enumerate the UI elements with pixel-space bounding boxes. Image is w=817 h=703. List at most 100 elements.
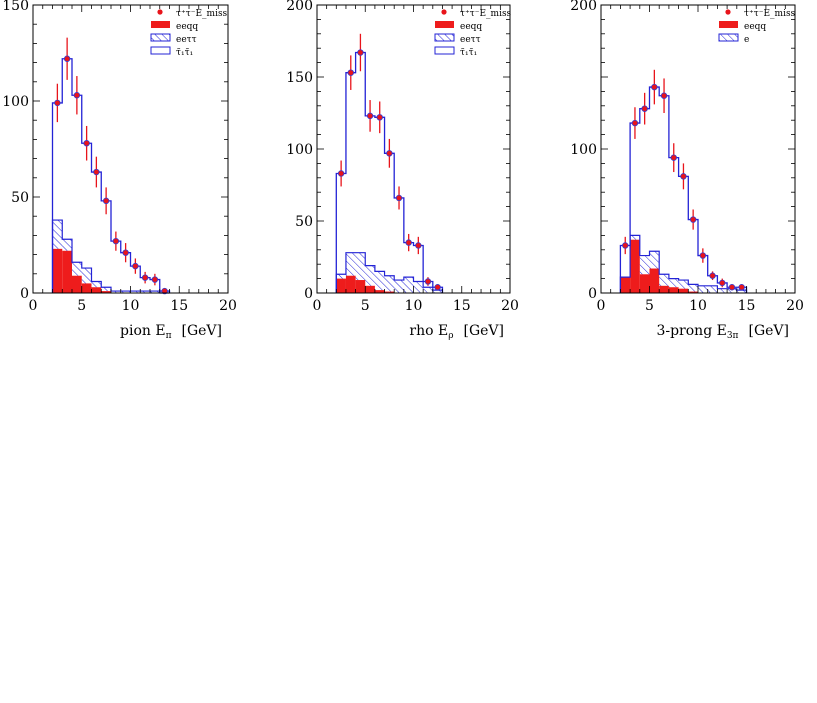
hatched-bar bbox=[717, 288, 728, 293]
x-axis-label-text: rho E bbox=[409, 323, 448, 339]
hatched-bar bbox=[101, 287, 111, 292]
data-point bbox=[434, 284, 441, 291]
eeqq-bar bbox=[630, 239, 640, 293]
data-point bbox=[709, 272, 716, 279]
eeqq-bar bbox=[336, 278, 346, 293]
eeqq-bar bbox=[365, 285, 375, 293]
x-axis-unit: [GeV] bbox=[748, 323, 789, 339]
hatched-bar bbox=[394, 280, 404, 293]
data-point bbox=[728, 284, 736, 291]
eeqq-bar bbox=[355, 280, 366, 293]
hatched-bar bbox=[688, 284, 698, 292]
signal-histogram-line bbox=[51, 58, 171, 293]
x-tick-label: 0 bbox=[597, 298, 606, 314]
data-point bbox=[386, 150, 393, 157]
hatched-bar bbox=[345, 252, 356, 276]
hatch-outline bbox=[51, 219, 170, 294]
hatched-bar bbox=[150, 291, 160, 293]
eeqq-bar bbox=[52, 248, 63, 293]
data-point bbox=[631, 119, 639, 127]
data-point bbox=[424, 278, 432, 285]
eeqq-bar bbox=[62, 250, 72, 293]
legend-symbol-data bbox=[157, 9, 163, 15]
data-point bbox=[54, 99, 61, 107]
eeqq-bar bbox=[101, 291, 111, 293]
hatched-bar bbox=[423, 287, 433, 293]
data-point bbox=[641, 105, 648, 112]
x-tick-label: 15 bbox=[453, 298, 471, 314]
data-point bbox=[622, 242, 629, 249]
x-tick-label: 20 bbox=[219, 298, 237, 314]
hatched-bar bbox=[140, 291, 150, 293]
data-point bbox=[132, 262, 139, 270]
x-tick-label: 10 bbox=[122, 298, 140, 314]
x-tick-label: 20 bbox=[786, 298, 804, 314]
y-tick-label: 200 bbox=[570, 0, 597, 14]
legend-label: τ̃₁τ̃₁ bbox=[460, 47, 477, 58]
legend-symbol-hatched bbox=[718, 33, 739, 42]
x-axis-label-text: pion E bbox=[120, 323, 166, 339]
legend-label: eeττ bbox=[176, 35, 197, 45]
legend-symbol-data bbox=[441, 9, 447, 15]
hatched-bar bbox=[384, 275, 395, 292]
data-point bbox=[83, 140, 90, 147]
data-point bbox=[141, 274, 149, 281]
hatched-bar bbox=[403, 277, 414, 293]
legend-label: τ⁺τ⁻E_miss bbox=[744, 9, 796, 19]
eeqq-bar bbox=[91, 287, 102, 293]
y-tick-label: 50 bbox=[11, 190, 29, 206]
hatched-bar bbox=[413, 281, 424, 293]
y-tick-label: 0 bbox=[304, 286, 313, 302]
y-tick-label: 50 bbox=[295, 214, 313, 230]
x-tick-label: 20 bbox=[501, 298, 519, 314]
eeqq-bar bbox=[659, 285, 669, 293]
hatched-bar bbox=[111, 291, 121, 293]
x-axis-label-subscript: π bbox=[166, 331, 172, 341]
data-point bbox=[689, 216, 697, 223]
x-tick-label: 5 bbox=[645, 298, 654, 314]
eeqq-bar bbox=[374, 290, 385, 293]
data-point bbox=[651, 83, 658, 91]
data-point bbox=[161, 287, 168, 295]
data-point bbox=[112, 237, 120, 245]
x-axis-label-subscript: 3π bbox=[727, 331, 739, 341]
eeqq-bar bbox=[620, 277, 631, 293]
hatched-bar bbox=[736, 290, 747, 293]
y-tick-label: 0 bbox=[20, 286, 29, 302]
eeqq-bar bbox=[649, 268, 660, 293]
x-tick-label: 5 bbox=[361, 298, 370, 314]
legend-label: eeττ bbox=[460, 35, 481, 45]
legend-symbol-eeqq bbox=[151, 21, 170, 28]
hatched-bar bbox=[355, 252, 366, 281]
eeqq-bar bbox=[668, 287, 679, 293]
hatched-bar bbox=[336, 274, 346, 279]
hatched-bar bbox=[120, 291, 131, 293]
data-point bbox=[93, 168, 100, 176]
x-axis-label: pion Eπ [GeV] bbox=[120, 323, 222, 341]
legend-symbol-hatched bbox=[150, 33, 171, 42]
hatched-bar bbox=[365, 265, 375, 286]
hatched-bar bbox=[91, 281, 102, 288]
hatched-bar bbox=[81, 268, 92, 284]
y-tick-label: 100 bbox=[570, 142, 597, 158]
data-point bbox=[102, 197, 110, 205]
data-point bbox=[719, 279, 726, 287]
legend-symbol-open bbox=[150, 46, 171, 55]
legend-symbol-eeqq bbox=[719, 21, 738, 28]
data-point bbox=[63, 55, 71, 62]
x-axis-unit: [GeV] bbox=[181, 323, 222, 339]
y-tick-label: 0 bbox=[588, 286, 597, 302]
hatched-bar bbox=[698, 285, 708, 293]
y-tick-label: 150 bbox=[286, 70, 313, 86]
legend-label: τ⁺τ⁻E_miss bbox=[176, 9, 228, 19]
x-axis-label-text: 3-prong E bbox=[656, 323, 726, 339]
hatched-bar bbox=[630, 235, 640, 240]
data-point bbox=[405, 239, 412, 246]
hatched-bar bbox=[668, 278, 679, 288]
hatch-outline bbox=[619, 234, 748, 293]
hatched-bar bbox=[130, 291, 141, 293]
x-axis-label: 3-prong E3π [GeV] bbox=[656, 323, 789, 341]
legend-label: e bbox=[744, 35, 749, 45]
